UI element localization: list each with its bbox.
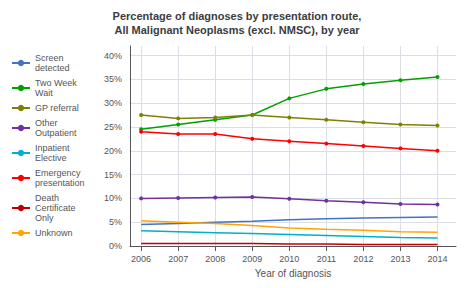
- svg-text:All Malignant Neoplasms (excl.: All Malignant Neoplasms (excl. NMSC), by…: [114, 24, 360, 36]
- svg-text:10%: 10%: [104, 193, 122, 203]
- svg-text:Wait: Wait: [35, 88, 53, 98]
- svg-text:Outpatient: Outpatient: [35, 128, 77, 138]
- svg-text:2014: 2014: [427, 254, 447, 264]
- svg-text:2011: 2011: [317, 254, 336, 264]
- svg-text:detected: detected: [35, 63, 70, 73]
- svg-text:40%: 40%: [104, 51, 122, 61]
- svg-text:Elective: Elective: [35, 153, 67, 163]
- svg-text:2013: 2013: [390, 254, 410, 264]
- svg-text:25%: 25%: [104, 122, 122, 132]
- svg-text:2012: 2012: [353, 254, 373, 264]
- svg-text:Death: Death: [35, 193, 59, 203]
- svg-text:Emergency: Emergency: [35, 168, 81, 178]
- svg-text:Other: Other: [35, 118, 58, 128]
- svg-text:2010: 2010: [279, 254, 299, 264]
- svg-text:Unknown: Unknown: [35, 228, 73, 238]
- svg-text:5%: 5%: [109, 217, 122, 227]
- svg-text:2006: 2006: [131, 254, 151, 264]
- svg-text:Percentage of diagnoses by pre: Percentage of diagnoses by presentation …: [113, 10, 362, 22]
- svg-text:2007: 2007: [168, 254, 188, 264]
- svg-text:Year of diagnosis: Year of diagnosis: [255, 268, 331, 279]
- svg-text:Inpatient: Inpatient: [35, 143, 70, 153]
- svg-text:2009: 2009: [242, 254, 262, 264]
- svg-text:30%: 30%: [104, 98, 122, 108]
- svg-text:Two Week: Two Week: [35, 78, 77, 88]
- svg-text:20%: 20%: [104, 146, 122, 156]
- svg-text:15%: 15%: [104, 170, 122, 180]
- svg-text:Certificate: Certificate: [35, 203, 76, 213]
- svg-text:GP referral: GP referral: [35, 103, 79, 113]
- svg-text:0%: 0%: [109, 241, 122, 251]
- svg-text:35%: 35%: [104, 74, 122, 84]
- svg-text:Screen: Screen: [35, 53, 64, 63]
- svg-text:Only: Only: [35, 213, 54, 223]
- svg-text:presentation: presentation: [35, 178, 85, 188]
- svg-text:2008: 2008: [205, 254, 225, 264]
